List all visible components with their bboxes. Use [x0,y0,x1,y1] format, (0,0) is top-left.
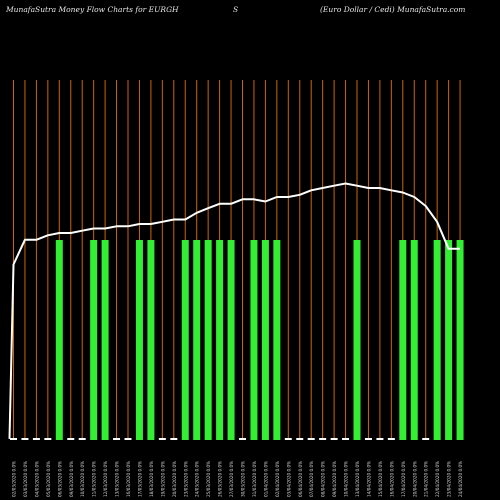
money-flow-bar [227,240,235,440]
money-flow-bar [239,438,246,440]
x-tick-label: 02/04/2020 0.0% [275,461,280,497]
x-tick-label: 03/03/2020 0.0% [23,461,28,497]
x-tick-label: 15/04/2020 0.0% [378,461,383,497]
money-flow-bar [296,438,304,440]
money-flow-bar [10,438,17,440]
chart-header: MunafaSutra Money Flow Charts for EURGH … [0,0,500,20]
money-flow-bar [158,438,166,440]
money-flow-bar [147,240,155,440]
x-tick-label: 25/03/2020 0.0% [206,461,211,497]
money-flow-bar [44,438,52,440]
x-tick-label: 11/03/2020 0.0% [92,461,97,497]
x-tick-label: 09/03/2020 0.0% [69,461,74,497]
x-tick-label: 21/04/2020 0.0% [424,461,429,497]
money-flow-bar [330,438,338,440]
x-axis-labels: 02/03/2020 0.0% 03/03/2020 0.0% 04/03/2020… [12,461,464,497]
money-flow-bar [113,438,121,440]
money-flow-bar [170,438,178,440]
money-flow-bar [193,240,201,440]
money-flow-bar [445,240,453,440]
x-tick-label: 24/03/2020 0.0% [195,461,200,497]
header-site: (Euro Dollar / Cedi) MunafaSutra.com [320,5,466,14]
x-tick-label: 31/03/2020 0.0% [252,461,257,497]
money-flow-bar [433,240,441,440]
x-tick-label: 03/04/2020 0.0% [286,461,291,497]
money-flow-bar [135,240,143,440]
x-tick-label: 22/04/2020 0.0% [435,461,440,497]
x-tick-label: 06/03/2020 0.0% [57,461,62,497]
x-tick-label: 20/03/2020 0.0% [172,461,177,497]
money-flow-bar [78,438,86,440]
money-flow-bar [204,240,212,440]
x-tick-label: 10/04/2020 0.0% [344,461,349,497]
x-tick-label: 08/04/2020 0.0% [321,461,326,497]
money-flow-bar [32,438,40,440]
x-tick-label: 02/03/2020 0.0% [12,461,17,497]
money-flow-bar [364,438,372,440]
money-flow-bar [376,438,384,440]
x-tick-label: 30/03/2020 0.0% [241,461,246,497]
x-tick-label: 05/03/2020 0.0% [46,461,51,497]
x-tick-label: 01/04/2020 0.0% [263,461,268,497]
x-tick-label: 27/03/2020 0.0% [229,461,234,497]
x-tick-label: 13/03/2020 0.0% [115,461,120,497]
header-symbol: S [233,5,239,14]
money-flow-bar [273,240,281,440]
x-tick-label: 13/04/2020 0.0% [355,461,360,497]
money-flow-bar [387,438,395,440]
money-flow-bar [399,240,407,440]
x-tick-label: 06/04/2020 0.0% [298,461,303,497]
x-tick-label: 20/04/2020 0.0% [412,461,417,497]
x-tick-label: 23/03/2020 0.0% [183,461,188,497]
money-flow-bar [307,438,315,440]
money-flow-bar [124,438,132,440]
x-tick-label: 12/03/2020 0.0% [103,461,108,497]
line-series [8,182,460,439]
x-tick-label: 16/04/2020 0.0% [389,461,394,497]
x-tick-label: 23/04/2020 0.0% [447,461,452,497]
x-tick-label: 24/04/2020 0.0% [458,461,463,497]
x-tick-label: 26/03/2020 0.0% [218,461,223,497]
x-tick-label: 04/03/2020 0.0% [34,461,39,497]
money-flow-bar [250,240,258,440]
money-flow-bar [90,240,98,440]
money-flow-bar [181,240,189,440]
money-flow-bar [422,438,430,440]
money-flow-bar [410,240,418,440]
money-flow-bar [319,438,327,440]
x-tick-label: 17/04/2020 0.0% [401,461,406,497]
money-flow-bar [261,240,269,440]
x-tick-label: 07/04/2020 0.0% [309,461,314,497]
money-flow-bar [67,438,75,440]
money-flow-bar [101,240,109,440]
money-flow-bar [342,438,350,440]
money-flow-bar [55,240,63,440]
gridlines [13,80,461,440]
x-tick-label: 17/03/2020 0.0% [137,461,142,497]
money-flow-bar [21,438,29,440]
x-tick-label: 09/04/2020 0.0% [332,461,337,497]
x-tick-label: 18/03/2020 0.0% [149,461,154,497]
money-flow-line [8,182,460,439]
money-flow-bar [456,240,464,440]
x-tick-label: 19/03/2020 0.0% [160,461,165,497]
money-flow-bar [353,240,361,440]
header-title: MunafaSutra Money Flow Charts for EURGH [6,5,179,14]
x-tick-label: 16/03/2020 0.0% [126,461,131,497]
bar-series [10,240,464,440]
money-flow-bar [284,438,292,440]
x-tick-label: 14/04/2020 0.0% [366,461,371,497]
money-flow-bar [216,240,224,440]
x-tick-label: 10/03/2020 0.0% [80,461,85,497]
